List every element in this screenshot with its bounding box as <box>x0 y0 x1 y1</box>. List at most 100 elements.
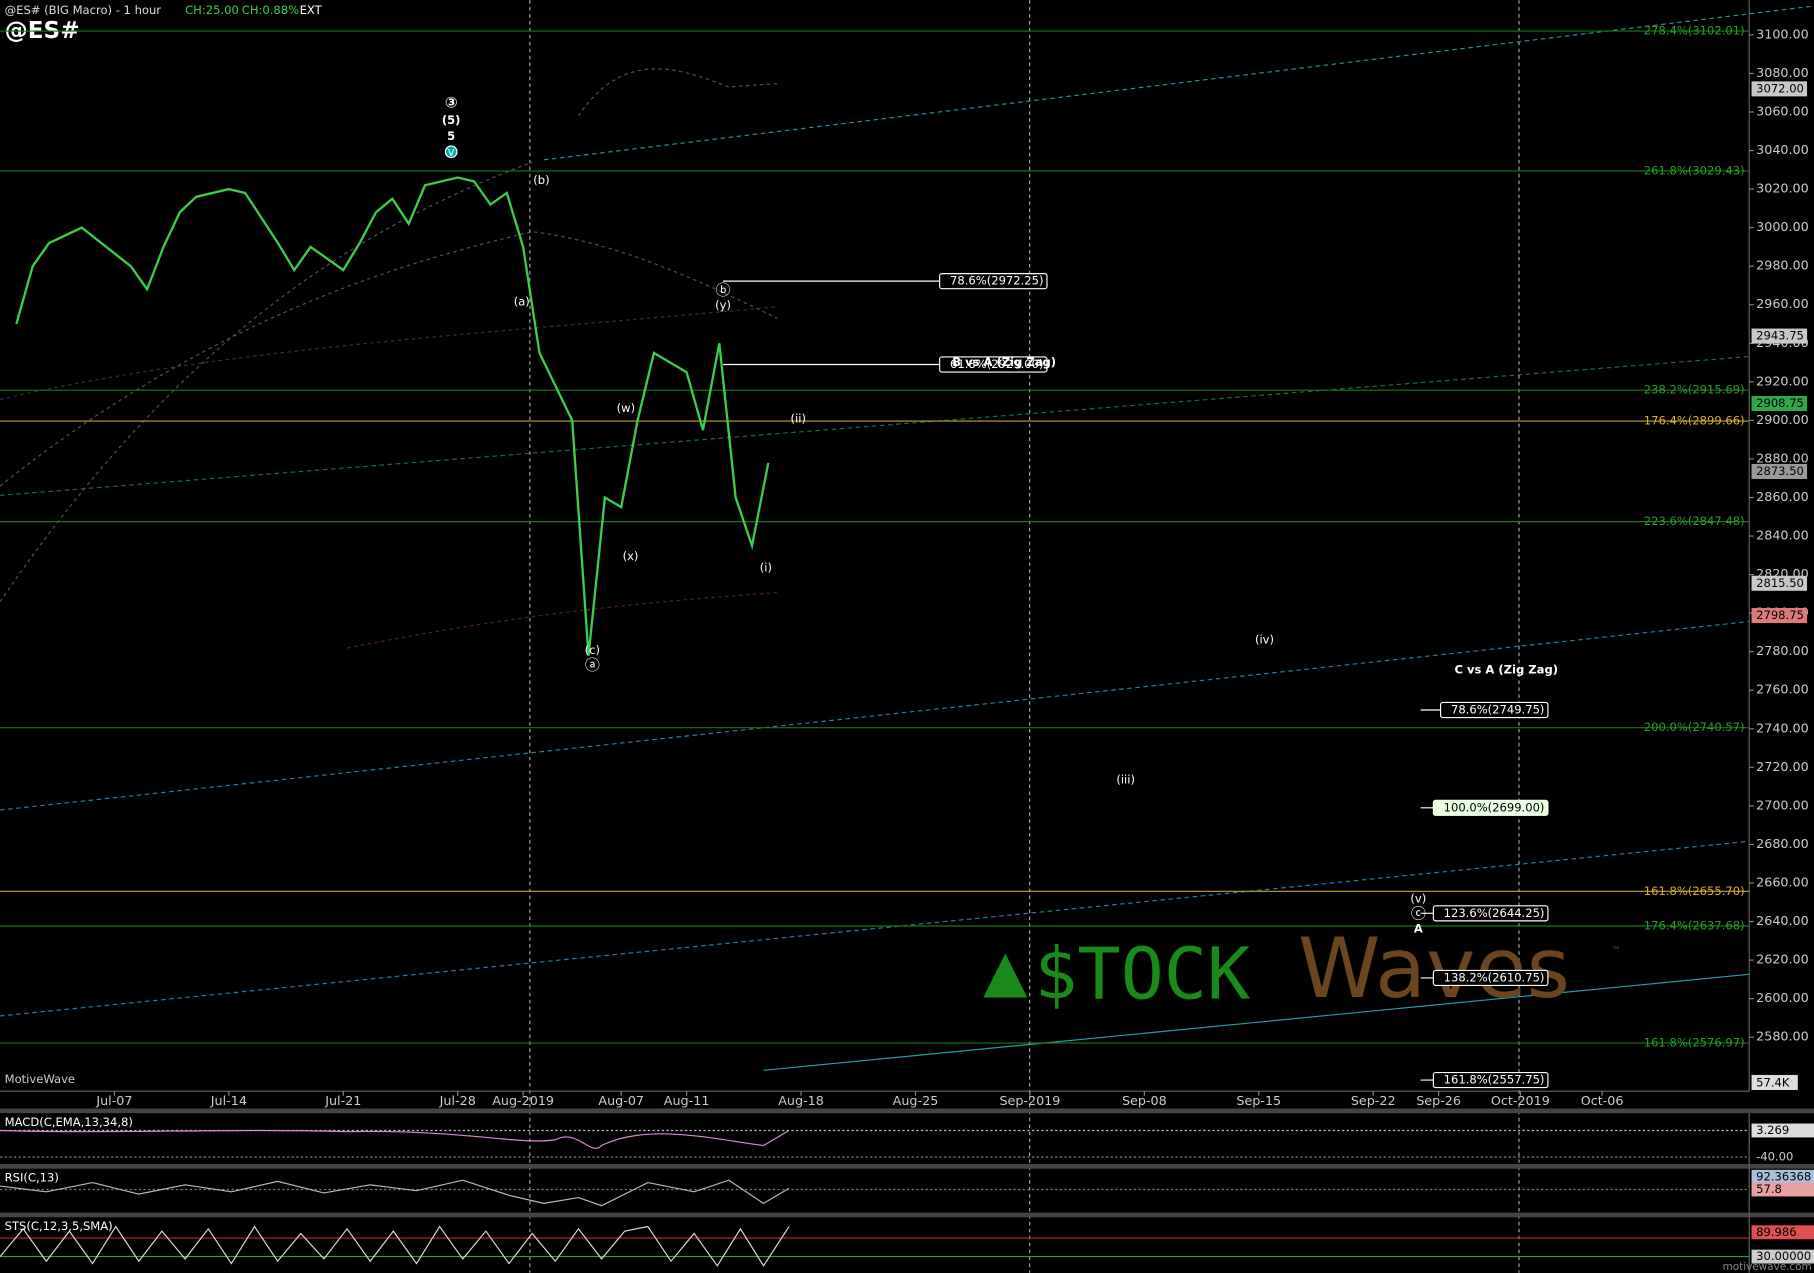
y-tick-label: 3000.00 <box>1756 219 1809 234</box>
y-tick-label: 2760.00 <box>1756 682 1809 697</box>
volume-badge: 57.4K <box>1756 1076 1790 1090</box>
fib-level-label: 161.8%(2655.70) <box>1644 884 1745 898</box>
pane-label: RSI(C,13) <box>5 1170 59 1184</box>
y-tick-label: 2600.00 <box>1756 990 1809 1005</box>
fib-level-label: 238.2%(2915.69) <box>1644 383 1745 397</box>
y-tick-label: 2660.00 <box>1756 874 1809 889</box>
price-badge-label: 2908.75 <box>1756 396 1804 410</box>
logo-icon <box>983 953 1028 998</box>
y-tick-label: 2580.00 <box>1756 1029 1809 1044</box>
pane-badge-label: 89.986 <box>1756 1225 1796 1239</box>
pane-badge <box>1751 1225 1814 1240</box>
y-tick-label: 2860.00 <box>1756 489 1809 504</box>
y-tick-label: 2880.00 <box>1756 450 1809 465</box>
price-badge <box>1751 328 1808 344</box>
x-tick-label: Sep-15 <box>1236 1093 1281 1108</box>
price-badge <box>1751 463 1808 479</box>
pane-badge-label: 30.00000 <box>1756 1249 1811 1263</box>
wave-label: (ii) <box>791 412 806 426</box>
y-tick-label: 2620.00 <box>1756 952 1809 967</box>
wave-label: ③ <box>445 94 458 112</box>
pane-badge <box>1751 1182 1814 1197</box>
x-tick-label: Aug-25 <box>893 1093 939 1108</box>
target-box <box>939 356 1048 373</box>
wave-label: (i) <box>760 561 772 575</box>
y-tick-label: 2640.00 <box>1756 913 1809 928</box>
fib-level-label: 161.8%(2576.97) <box>1644 1036 1745 1050</box>
y-tick-label: 2780.00 <box>1756 643 1809 658</box>
x-tick-label: Jul-14 <box>210 1093 247 1108</box>
volume-badge-bg <box>1751 1074 1798 1090</box>
x-tick-label: Sep-08 <box>1122 1093 1167 1108</box>
price-badge <box>1751 608 1808 624</box>
logo-right: Waves <box>1298 920 1570 1017</box>
y-tick-label: 3080.00 <box>1756 65 1809 80</box>
wave-label: (b) <box>533 173 549 187</box>
pane-separator <box>0 1108 1814 1114</box>
price-line <box>15 176 770 656</box>
fib-level-label: 176.4%(2637.68) <box>1644 919 1745 933</box>
wave-label: (c) <box>585 643 600 657</box>
wave-label: ⓐ <box>585 656 600 674</box>
macd-line <box>0 1129 790 1149</box>
wave-label: A <box>1414 922 1423 936</box>
pane-badge-label: -40.00 <box>1756 1150 1793 1164</box>
watermark: MotiveWave <box>5 1072 75 1086</box>
trend-line <box>0 840 1750 1017</box>
y-tick-label: 2740.00 <box>1756 720 1809 735</box>
rsi-line <box>0 1179 790 1207</box>
price-badge-label: 2798.75 <box>1756 608 1804 622</box>
fib-level-label: 200.0%(2740.57) <box>1644 720 1745 734</box>
pane-separator <box>0 1164 1814 1169</box>
session: EXT <box>300 3 323 17</box>
trend-line <box>543 5 1814 161</box>
y-tick-label: 3060.00 <box>1756 104 1809 119</box>
wave-label: ⓒ <box>1411 905 1426 923</box>
pane-label: STS(C,12,3,5,SMA) <box>5 1219 113 1233</box>
x-tick-label: Aug-07 <box>598 1093 644 1108</box>
wave-label: (a) <box>514 295 530 309</box>
band-line <box>0 161 533 603</box>
x-tick-label: Oct-06 <box>1581 1093 1624 1108</box>
y-tick-label: 3040.00 <box>1756 142 1809 157</box>
target-label: 100.0%(2699.00) <box>1444 800 1545 814</box>
target-label: 78.6%(2749.75) <box>1451 703 1544 717</box>
y-tick-label: 3020.00 <box>1756 181 1809 196</box>
y-tick-label: 2900.00 <box>1756 412 1809 427</box>
pane-badge-label: 92.36368 <box>1756 1169 1811 1183</box>
wave-label: ⓑ <box>716 281 731 299</box>
y-tick-label: 3100.00 <box>1756 26 1809 41</box>
pane-badge <box>1751 1123 1814 1138</box>
pane-badge-label: 57.8 <box>1756 1182 1782 1196</box>
pane-badge-label: 3.269 <box>1756 1123 1789 1137</box>
x-tick-label: Sep-2019 <box>999 1093 1060 1108</box>
target-box <box>939 273 1048 290</box>
logo-left: $TOCK <box>1034 931 1250 1015</box>
logo-tm: ™ <box>1610 945 1620 957</box>
price-badge-label: 3072.00 <box>1756 81 1804 95</box>
wave-label: (y) <box>715 298 731 312</box>
x-tick-label: Sep-22 <box>1351 1093 1396 1108</box>
trend-line <box>763 973 1750 1071</box>
wave-label: v <box>448 144 455 158</box>
target-box <box>1432 969 1549 987</box>
wave-label: (x) <box>623 549 639 563</box>
x-tick-label: Aug-18 <box>778 1093 824 1108</box>
wave-label: (v) <box>1410 892 1426 906</box>
band-line <box>0 231 778 487</box>
wave-label: 5 <box>447 129 455 143</box>
note: B vs A (Zig Zag) <box>952 355 1056 369</box>
pane-label: MACD(C,EMA,13,34,8) <box>5 1115 133 1129</box>
change: CH:25.00 <box>185 3 239 17</box>
y-tick-label: 2840.00 <box>1756 528 1809 543</box>
target-label: 123.6%(2644.25) <box>1444 906 1545 920</box>
target-box <box>1432 905 1549 922</box>
target-box <box>1432 799 1549 816</box>
wave-label: (iii) <box>1116 772 1135 786</box>
wave-marker <box>444 145 458 159</box>
x-tick-label: Jul-21 <box>324 1093 361 1108</box>
x-tick-label: Aug-2019 <box>492 1093 554 1108</box>
fib-level-label: 223.6%(2847.48) <box>1644 514 1745 528</box>
chart-title: @ES# (BIG Macro) - 1 hour <box>5 3 162 17</box>
